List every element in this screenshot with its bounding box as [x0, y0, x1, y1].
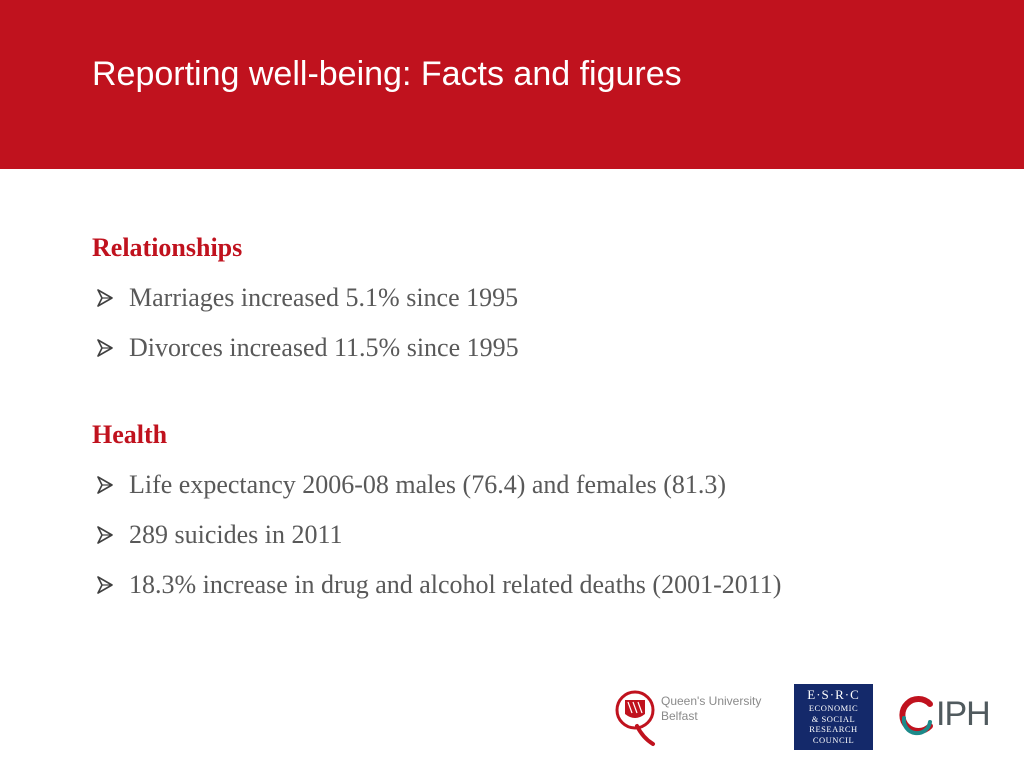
qub-wordmark: Queen's University Belfast	[661, 694, 761, 724]
bullet-item: 18.3% increase in drug and alcohol relat…	[92, 565, 892, 605]
bullet-item: Divorces increased 11.5% since 1995	[92, 328, 892, 368]
section-heading: Health	[92, 420, 168, 449]
bullet-text: 18.3% increase in drug and alcohol relat…	[129, 570, 782, 599]
bullet-item: Marriages increased 5.1% since 1995	[92, 278, 892, 318]
bullet-text: Divorces increased 11.5% since 1995	[129, 333, 519, 362]
esrc-line-social: & SOCIAL	[811, 713, 856, 724]
iph-logo: IPH	[896, 692, 996, 738]
bullet-item: 289 suicides in 2011	[92, 515, 892, 555]
arrow-bullet-icon	[97, 476, 113, 494]
section-heading: Relationships	[92, 233, 243, 262]
iph-logo-icon	[899, 696, 933, 736]
bullet-text: 289 suicides in 2011	[129, 520, 343, 549]
esrc-logo-icon: E·S·R·C ECONOMIC & SOCIAL RESEARCH COUNC…	[794, 684, 873, 750]
esrc-line-research: RESEARCH	[809, 724, 858, 734]
bullet-text: Marriages increased 5.1% since 1995	[129, 283, 519, 312]
esrc-line-economic: ECONOMIC	[808, 703, 859, 713]
bullet-item: Life expectancy 2006-08 males (76.4) and…	[92, 465, 892, 505]
queens-university-logo: Queen's University Belfast	[613, 686, 783, 750]
arrow-bullet-icon	[97, 339, 113, 357]
arrow-bullet-icon	[97, 289, 113, 307]
arrow-bullet-icon	[97, 526, 113, 544]
arrow-bullet-icon	[97, 576, 113, 594]
slide-title: Reporting well-being: Facts and figures	[92, 55, 682, 93]
section-relationships: Relationships Marriages increased 5.1% s…	[92, 228, 892, 368]
bullet-text: Life expectancy 2006-08 males (76.4) and…	[129, 470, 727, 499]
bullet-list: Marriages increased 5.1% since 1995 Divo…	[92, 278, 892, 368]
bullet-list: Life expectancy 2006-08 males (76.4) and…	[92, 465, 892, 605]
queens-university-crest-icon	[615, 690, 655, 746]
esrc-acronym: E·S·R·C	[807, 687, 860, 702]
iph-wordmark: IPH	[936, 695, 991, 733]
section-health: Health Life expectancy 2006-08 males (76…	[92, 415, 892, 605]
header-band	[0, 0, 1024, 169]
slide-body: Relationships Marriages increased 5.1% s…	[92, 228, 892, 605]
esrc-line-council: COUNCIL	[812, 734, 855, 745]
qub-line-2: Belfast	[661, 709, 698, 723]
qub-line-1: Queen's University	[661, 694, 762, 708]
